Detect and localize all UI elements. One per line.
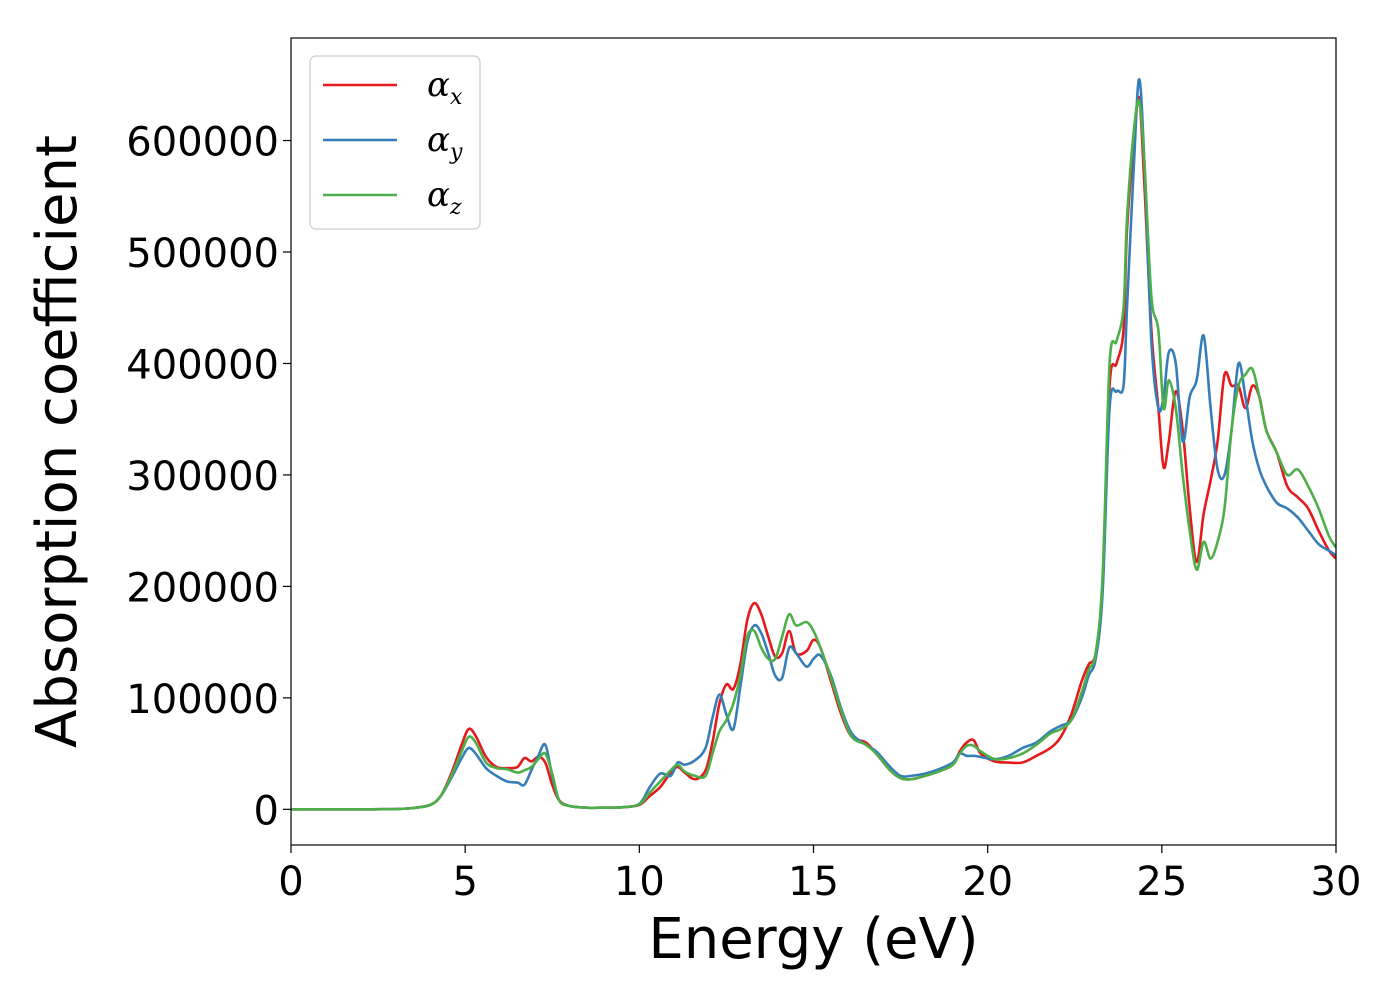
y-axis-label: Absorption coefficient (25, 135, 90, 748)
x-tick-label: 15 (788, 859, 839, 905)
y-tick-label: 500000 (126, 231, 279, 277)
series-line-alpha_z (291, 99, 1336, 811)
x-tick-label: 20 (962, 859, 1013, 905)
y-axis: 0 100000 200000 300000 400000 500000 600000 (126, 120, 291, 834)
x-tick-label: 5 (452, 859, 477, 905)
x-tick-label: 25 (1136, 859, 1187, 905)
x-tick-label: 30 (1311, 859, 1362, 905)
y-tick-label: 0 (254, 788, 279, 834)
y-tick-label: 300000 (126, 454, 279, 500)
series-layer (291, 77, 1336, 811)
x-axis: 0 5 10 15 20 25 30 (278, 845, 1361, 905)
legend-label: αz (427, 175, 462, 220)
y-tick-label: 100000 (126, 677, 279, 723)
y-tick-label: 400000 (126, 342, 279, 388)
y-tick-label: 200000 (126, 565, 279, 611)
x-tick-label: 10 (614, 859, 665, 905)
y-tick-label: 600000 (126, 120, 279, 166)
x-tick-label: 0 (278, 859, 303, 905)
x-axis-label: Energy (eV) (648, 907, 978, 972)
legend-box (309, 55, 481, 230)
